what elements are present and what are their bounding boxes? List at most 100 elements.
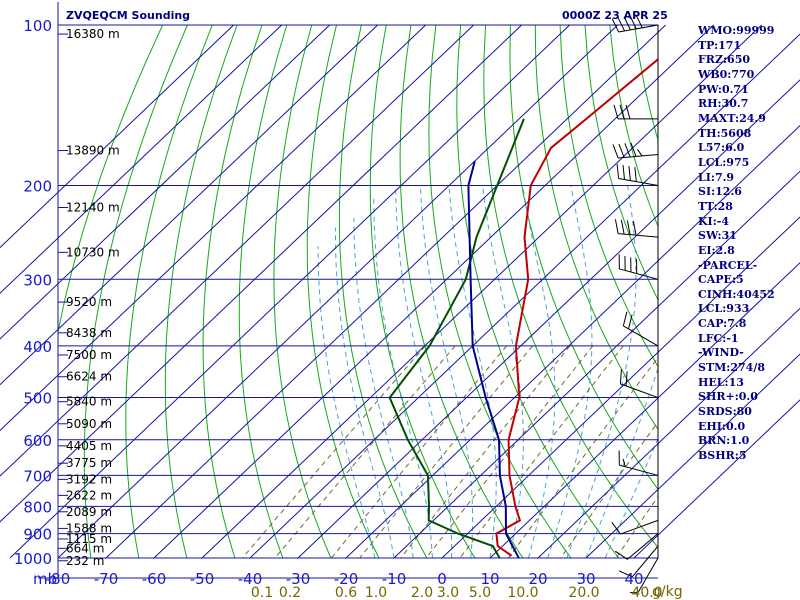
wind-barb [611, 519, 659, 535]
barb-flag [618, 570, 633, 578]
barb-flag [622, 311, 628, 327]
temperature-tick-label: -80 [46, 570, 71, 588]
dry-adiabat [83, 25, 188, 558]
moist-adiabat [566, 185, 637, 558]
dry-adiabat [483, 25, 658, 549]
barb-flag [614, 219, 619, 234]
temperature-tick-label: 40 [624, 570, 643, 588]
wind-barb [612, 142, 659, 159]
height-label: 8438 m [66, 326, 112, 340]
dry-adiabat [238, 25, 288, 558]
mixing-ratio-label: 3.0 [437, 585, 459, 600]
barb-flag [623, 16, 631, 31]
isotherm [633, 399, 800, 559]
isotherm [0, 24, 330, 340]
barb-shaft [619, 464, 659, 476]
barb-shaft [618, 24, 659, 33]
isotherm [345, 124, 800, 559]
temperature-tick-label: -30 [286, 570, 311, 588]
wind-barb [616, 163, 659, 186]
index-item: L57:6.0 [698, 141, 745, 155]
temperature-tick-label: 30 [576, 570, 595, 588]
index-item: EHI:0.0 [698, 419, 746, 433]
height-label: 16380 m [66, 27, 120, 41]
wind-barb [629, 557, 659, 594]
isotherm [0, 24, 522, 523]
pressure-tick-label: 500 [23, 390, 52, 408]
height-label: 6624 m [66, 370, 112, 384]
barb-shaft [620, 519, 659, 535]
barb-shaft [619, 268, 659, 280]
profiles [388, 58, 658, 558]
height-label: 4405 m [66, 439, 112, 453]
barb-flag [625, 104, 631, 119]
mixing-ratio-label: 1.0 [365, 585, 387, 600]
wind-barb [613, 104, 658, 120]
index-item: RH:30.7 [698, 97, 749, 111]
mixing-ratio-label: 2.0 [411, 585, 433, 600]
index-item: PW:0.71 [698, 82, 749, 96]
index-item: -PARCEL- [698, 258, 758, 272]
height-label: 2622 m [66, 488, 112, 502]
barb-flag [615, 550, 628, 560]
pressure-tick-label: 200 [23, 177, 52, 195]
mixing-ratio-line [242, 345, 426, 558]
isotherm [537, 307, 800, 559]
mixing-ratio-line [400, 345, 571, 558]
index-item: SRDS:80 [698, 405, 752, 419]
temperature-tick-label: 0 [437, 570, 447, 588]
barb-flag [624, 143, 631, 158]
dry-adiabat [584, 25, 658, 301]
isotherm [153, 24, 714, 559]
index-item: LCL:933 [698, 302, 750, 316]
dry-adiabat [428, 25, 572, 558]
barb-shaft [618, 178, 659, 186]
index-item: -WIND- [698, 346, 744, 360]
barb-flag [635, 14, 643, 28]
barb-flag [611, 521, 621, 535]
isotherm [0, 24, 378, 386]
pressure-tick-label: 300 [23, 271, 52, 289]
dry-adiabat [338, 25, 428, 558]
indices-panel: WMO:99999 TP:171 FRZ:650 WB0:770 PW:0.71 RH:3… [698, 24, 798, 464]
index-item: BRN:1.0 [698, 434, 750, 448]
height-label: 1588 m [66, 521, 112, 535]
isotherm [0, 24, 426, 432]
height-label: 10730 m [66, 245, 120, 259]
barb-flag [617, 17, 625, 32]
pressure-tick-label: 100 [23, 17, 52, 35]
temperature-line [495, 58, 658, 557]
index-item: TP:171 [698, 38, 742, 52]
index-item: SHR+:0.0 [698, 390, 758, 404]
temperature-tick-label: 20 [528, 570, 547, 588]
index-item: HEL:13 [698, 375, 744, 389]
barb-flag [637, 149, 643, 157]
dry-adiabat [509, 25, 658, 491]
background-lines [58, 25, 658, 558]
barb-flag [619, 104, 625, 119]
barb-flag [612, 144, 619, 159]
temperature-tick-label: -50 [190, 570, 215, 588]
pressure-tick-label: 600 [23, 432, 52, 450]
barb-shaft [618, 233, 659, 238]
barb-flag [616, 163, 620, 179]
parcel-line [467, 160, 520, 558]
index-item: EI:2.8 [698, 243, 735, 257]
barb-flag [628, 166, 631, 181]
index-item: WMO:99999 [698, 24, 775, 37]
wind-barb [611, 14, 659, 33]
temperature-tick-label: -60 [142, 570, 167, 588]
barb-flag [619, 369, 622, 384]
temperature-tick-label: -70 [94, 570, 119, 588]
barb-flag [613, 104, 619, 119]
isotherm [0, 24, 474, 477]
isotherm [57, 24, 618, 559]
isotherm [9, 24, 570, 559]
barb-flag [632, 220, 637, 236]
isotherm [297, 79, 800, 559]
height-label: 3775 m [66, 456, 112, 470]
mixing-ratio-label: 0.1 [251, 585, 273, 600]
index-item: CAP:7.8 [698, 317, 747, 331]
height-label: 9520 m [66, 295, 112, 309]
temperature-tick-label: -10 [382, 570, 407, 588]
